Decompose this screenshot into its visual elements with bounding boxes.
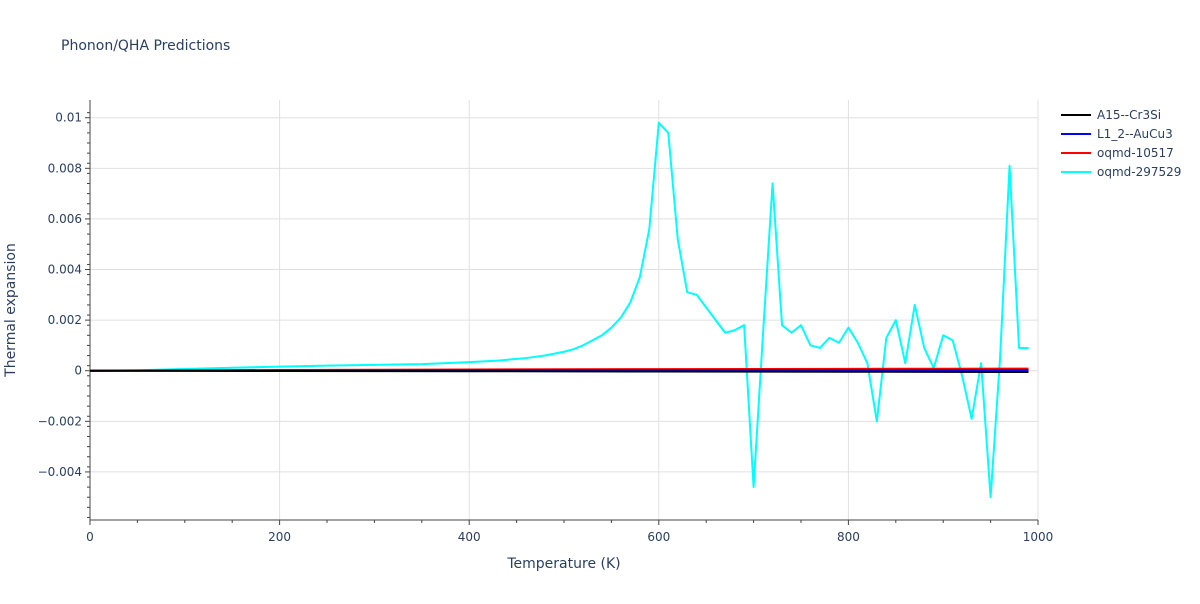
y-tick-label: −0.002: [38, 414, 82, 428]
series-layer: [89, 121, 1029, 499]
legend-label: L1_2--AuCu3: [1097, 127, 1173, 141]
x-tick-label: 800: [837, 530, 860, 544]
x-tick-label: 200: [268, 530, 291, 544]
legend[interactable]: A15--Cr3Si L1_2--AuCu3 oqmd-10517 oqmd-2975…: [1061, 108, 1181, 179]
legend-item[interactable]: oqmd-10517: [1061, 146, 1174, 160]
series-line-a15-cr3si: [89, 369, 1029, 373]
y-tick-label: −0.004: [38, 465, 82, 479]
x-tick-label: 0: [86, 530, 94, 544]
legend-item[interactable]: A15--Cr3Si: [1061, 108, 1161, 122]
y-tick-label: 0.008: [48, 161, 82, 175]
x-tick-label: 600: [647, 530, 670, 544]
y-tick-label: 0.006: [48, 212, 82, 226]
y-tick-label: 0: [74, 364, 82, 378]
x-tick-label: 400: [458, 530, 481, 544]
y-tick-label: 0.004: [48, 263, 82, 277]
legend-label: oqmd-10517: [1097, 146, 1174, 160]
y-tick-label: 0.01: [55, 111, 82, 125]
chart-title: Phonon/QHA Predictions: [61, 38, 230, 54]
legend-item[interactable]: oqmd-297529: [1061, 165, 1181, 179]
x-axis-title: Temperature (K): [506, 556, 620, 572]
x-tick-label: 1000: [1023, 530, 1054, 544]
series-line-oqmd-297529: [89, 121, 1029, 499]
y-tick-label: 0.002: [48, 313, 82, 327]
legend-label: oqmd-297529: [1097, 165, 1181, 179]
y-axis-title: Thermal expansion: [3, 243, 19, 378]
grid-layer: [90, 100, 1039, 520]
legend-item[interactable]: L1_2--AuCu3: [1061, 127, 1173, 141]
axis-layer: 0 200 400 600 800 1000 −0.004 −0.002 0 0.002 0.004…: [38, 100, 1054, 544]
legend-label: A15--Cr3Si: [1097, 108, 1161, 122]
